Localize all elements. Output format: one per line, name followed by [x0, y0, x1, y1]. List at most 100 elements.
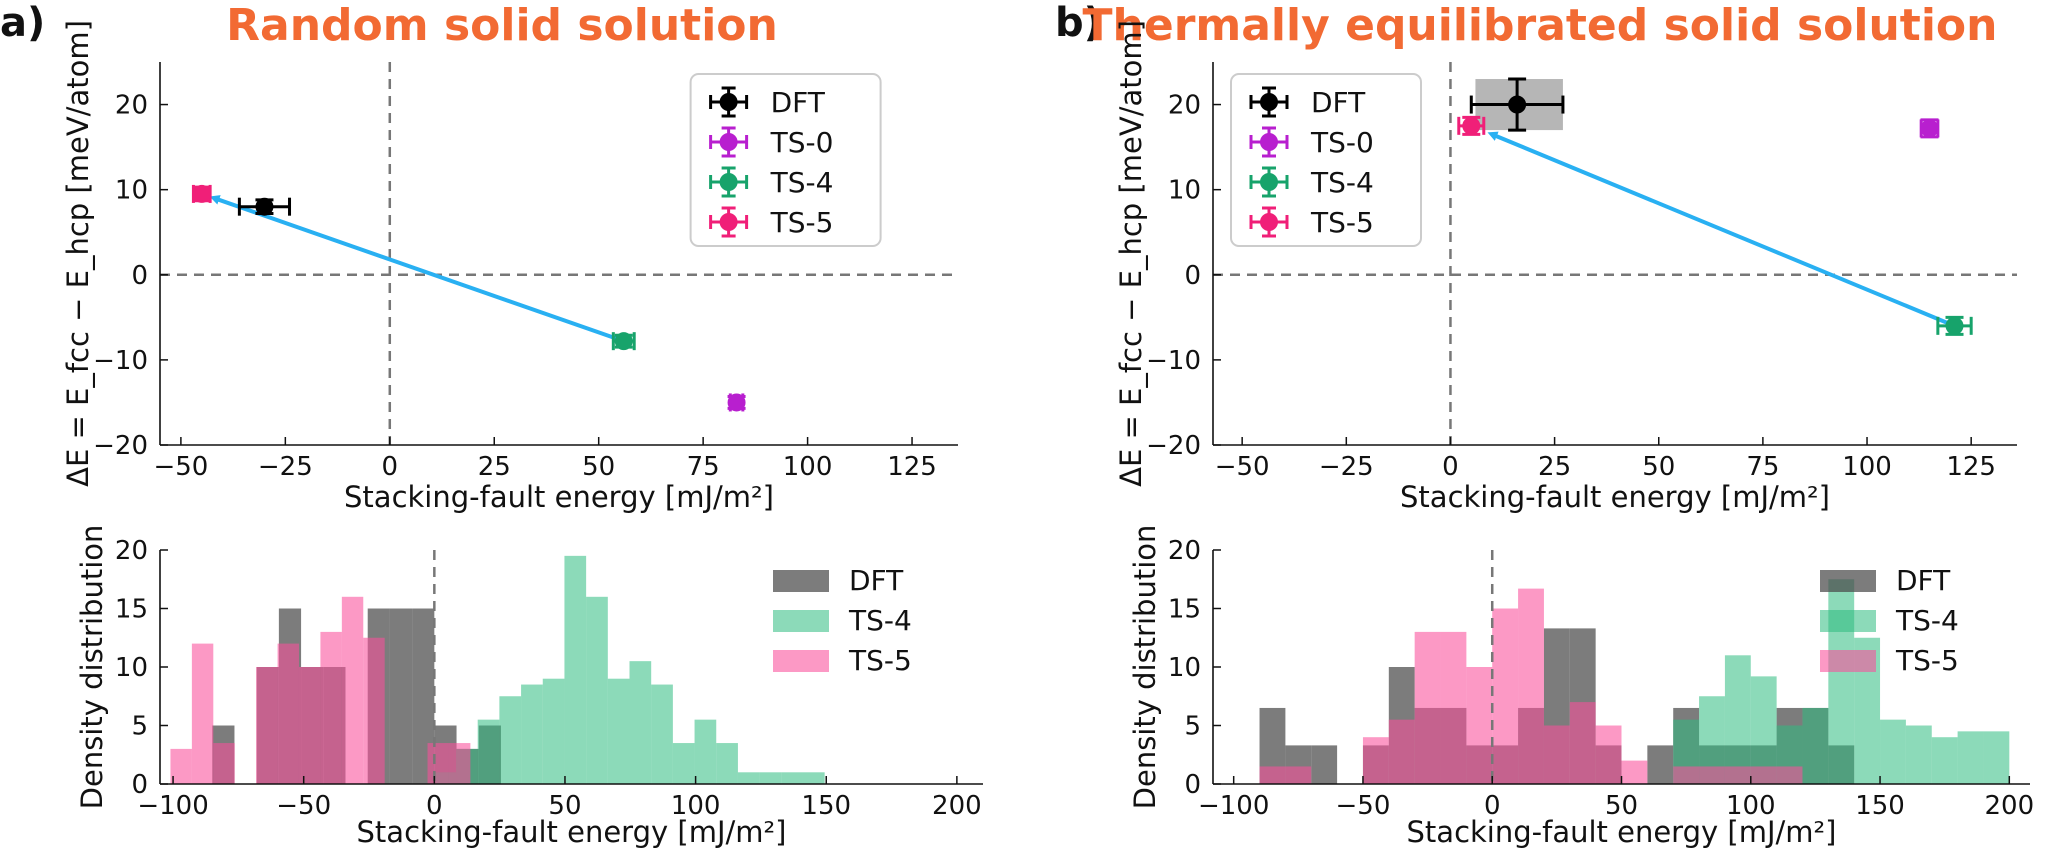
hist-bar-ts-5	[1595, 725, 1622, 784]
point-ts-4	[614, 332, 633, 351]
panel-a-scatter-plot: −50 −25 0 25 50 75 100 125 −20 −10 0 10 20 Stacking-f…	[61, 20, 958, 514]
x-tick-label: 50	[1642, 452, 1675, 482]
x-tick-label: 50	[582, 452, 615, 482]
x-tick-label: 50	[1605, 791, 1638, 821]
hist-bar-ts-4	[499, 696, 522, 784]
legend-label-ts-4: TS-4	[848, 604, 912, 637]
x-axis-label: Stacking-fault energy [mJ/m²]	[357, 815, 787, 849]
x-tick-label: −50	[153, 452, 208, 482]
x-tick-label: 200	[1984, 791, 2034, 821]
hist-bar-ts-4	[477, 719, 500, 784]
legend-marker-ts-0	[719, 133, 738, 151]
y-axis-label: ΔE = E_fcc − E_hcp [meV/atom]	[1114, 20, 1148, 487]
x-tick-label: 50	[548, 791, 581, 821]
hist-bar-ts-5	[1440, 631, 1467, 784]
y-tick-label: 20	[1168, 536, 1201, 566]
y-tick-label: 15	[115, 595, 148, 625]
legend-label-dft: DFT	[1311, 86, 1366, 119]
hist-bar-ts-5	[363, 637, 385, 784]
x-tick-label: −100	[137, 791, 208, 821]
x-tick-label: −50	[276, 791, 331, 821]
hist-bar-dft	[1311, 745, 1338, 784]
legend-marker-ts-0	[1260, 133, 1278, 151]
legend-swatch-ts-4	[773, 610, 829, 632]
panel-b-title: Thermally equilibrated solid solution	[1083, 0, 1998, 51]
hist-bar-ts-5	[341, 596, 364, 784]
point-ts-0	[1920, 119, 1939, 138]
legend-label-ts-4: TS-4	[1895, 604, 1959, 637]
hist-bar-ts-4	[586, 596, 608, 784]
y-tick-label: 10	[1168, 653, 1201, 683]
x-tick-label: 75	[1746, 452, 1779, 482]
y-tick-label: 0	[131, 770, 148, 800]
hist-bar-ts-5	[256, 667, 278, 784]
panel-b-letter: b)	[1055, 0, 1102, 46]
y-tick-label: −10	[1146, 346, 1201, 376]
x-tick-label: 100	[1842, 452, 1892, 482]
legend-box	[689, 73, 882, 247]
legend-swatch-ts-4	[1820, 610, 1876, 632]
hist-bar-ts-5	[427, 743, 449, 784]
y-tick-label: 0	[131, 261, 148, 291]
hist-bar-dft	[1647, 745, 1674, 784]
hist-bar-ts-5	[1388, 719, 1415, 784]
x-tick-label: 0	[382, 452, 399, 482]
hist-bar-ts-5	[1414, 631, 1441, 784]
hist-bar-ts-4	[1931, 737, 1958, 784]
hist-bar-ts-4	[542, 678, 565, 784]
x-tick-label: −50	[1336, 791, 1391, 821]
x-tick-label: 25	[1538, 452, 1571, 482]
y-tick-label: 20	[1168, 91, 1201, 121]
x-tick-label: 100	[671, 791, 721, 821]
panel-a-title: Random solid solution	[226, 0, 778, 51]
hist-bar-ts-4	[1880, 719, 1906, 784]
hist-bar-ts-4	[651, 684, 673, 784]
y-tick-label: 0	[1184, 770, 1201, 800]
hist-bar-dft	[389, 608, 413, 784]
panel-b-scatter-plot: −50 −25 0 25 50 75 100 125 −20 −10 0 10 20 Stacking-f…	[1114, 20, 2017, 514]
legend-swatch-dft	[1820, 570, 1876, 592]
hist-bar-ts-4	[1724, 655, 1751, 784]
x-axis-label: Stacking-fault energy [mJ/m²]	[1407, 815, 1837, 849]
hist-bar-ts-5	[1750, 766, 1777, 784]
legend-marker-dft	[719, 93, 738, 111]
hist-bar-dft	[412, 608, 435, 784]
y-axis-label: Density distribution	[1128, 525, 1162, 810]
y-tick-label: 0	[1184, 261, 1201, 291]
shift-arrow	[209, 195, 625, 344]
x-tick-label: 75	[687, 452, 720, 482]
y-tick-label: 20	[115, 536, 148, 566]
x-tick-label: 125	[1946, 452, 1996, 482]
legend-label-dft: DFT	[771, 86, 826, 119]
hist-bar-ts-4	[737, 772, 760, 784]
point-ts-4	[1945, 316, 1964, 335]
legend-label-ts-5: TS-5	[1895, 644, 1959, 677]
hist-bar-ts-5	[1621, 760, 1648, 784]
hist-bar-ts-4	[1983, 731, 2010, 784]
legend-label-ts-0: TS-0	[770, 126, 834, 159]
x-tick-label: −100	[1198, 791, 1269, 821]
shift-arrow	[1487, 131, 1956, 328]
hist-bar-ts-5	[191, 643, 214, 784]
x-tick-label: 150	[1855, 791, 1905, 821]
x-axis-label: Stacking-fault energy [mJ/m²]	[1400, 480, 1830, 514]
point-ts-5	[192, 184, 211, 203]
panel-b-histogram: −100 −50 0 50 100 150 200 0 5 10 15 20 Stacking-faul…	[1128, 525, 2034, 849]
point-dft	[255, 197, 274, 216]
x-tick-label: −25	[258, 452, 313, 482]
x-tick-label: 25	[478, 452, 511, 482]
hist-bar-ts-5	[1699, 766, 1725, 784]
legend-label-ts-4: TS-4	[770, 166, 834, 199]
point-ts-5	[1462, 116, 1481, 135]
y-tick-label: 10	[1168, 176, 1201, 206]
x-axis-label: Stacking-fault energy [mJ/m²]	[344, 480, 774, 514]
hist-bar-ts-5	[170, 748, 192, 784]
panel-a-letter: a)	[0, 0, 45, 46]
hist-bar-ts-4	[694, 719, 717, 784]
hist-bar-ts-4	[1750, 676, 1777, 784]
hist-bar-ts-5	[298, 667, 321, 784]
hist-bar-ts-5	[213, 743, 235, 784]
hist-bar-ts-5	[320, 631, 342, 784]
hist-bar-ts-5	[1518, 588, 1544, 784]
hist-bar-ts-4	[716, 743, 738, 784]
